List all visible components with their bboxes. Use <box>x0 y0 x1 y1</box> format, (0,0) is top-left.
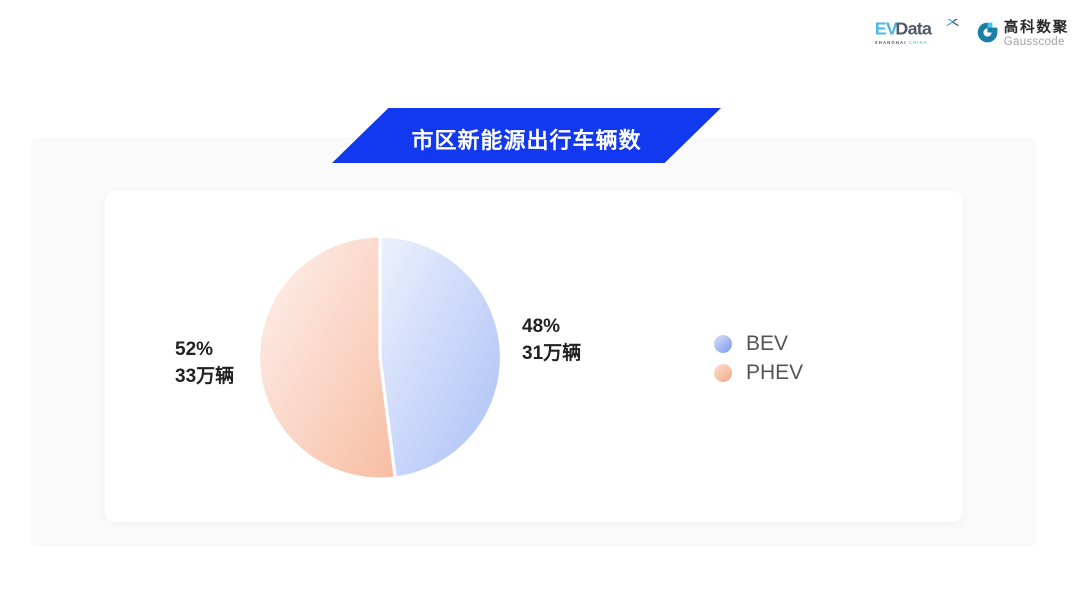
svg-text:Data: Data <box>895 19 933 39</box>
svg-text:EV: EV <box>875 19 898 39</box>
